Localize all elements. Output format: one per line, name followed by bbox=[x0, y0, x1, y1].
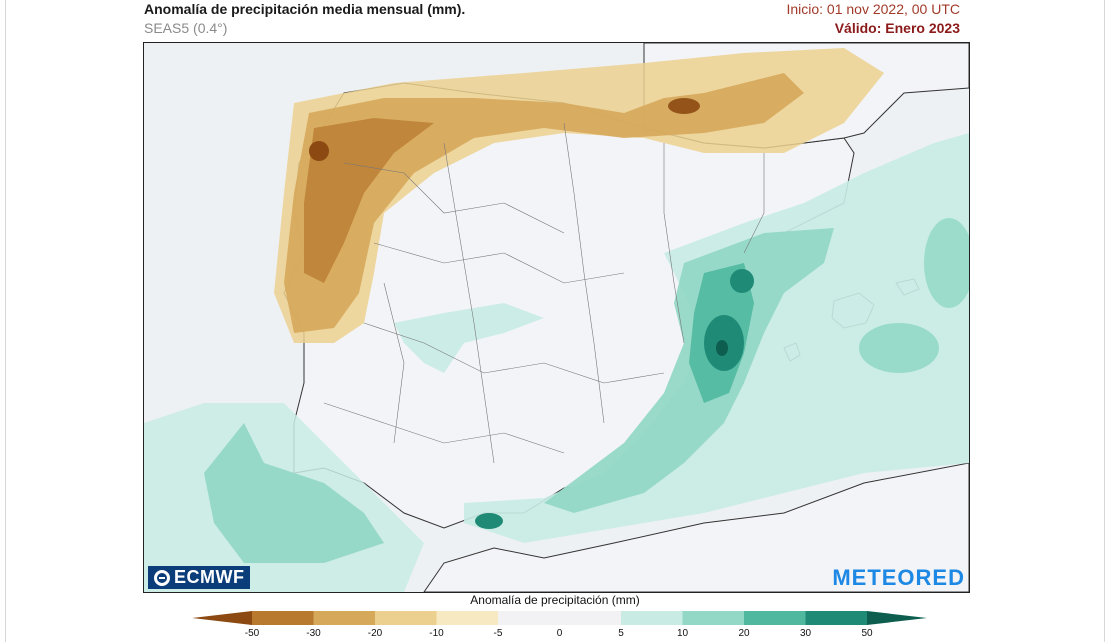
colorbar-tick-label: -50 bbox=[244, 628, 260, 639]
colorbar-cell bbox=[436, 611, 499, 625]
run-start-date: Inicio: 01 nov 2022, 00 UTC bbox=[786, 1, 960, 17]
colorbar-cell bbox=[805, 611, 868, 625]
colorbar-cell bbox=[559, 611, 622, 625]
colorbar-tick-label: -10 bbox=[429, 628, 444, 639]
colorbar bbox=[192, 611, 927, 625]
frame-left-line bbox=[5, 0, 6, 642]
map-canvas bbox=[144, 43, 969, 592]
wet-anomaly-atlantic-strong bbox=[204, 423, 384, 563]
colorbar-tick-label: -20 bbox=[367, 628, 383, 639]
colorbar-tick-label: 50 bbox=[861, 628, 873, 639]
province-borders bbox=[323, 122, 765, 464]
colorbar-tick-labels: -50 -30 -20 -10 -5 0 5 10 20 30 50 bbox=[0, 628, 1110, 642]
colorbar-tick-label: -5 bbox=[493, 628, 503, 639]
colorbar-arrow-low bbox=[192, 611, 252, 625]
wet-anomaly-balearic-east bbox=[859, 323, 939, 373]
colorbar-tick-label: 5 bbox=[618, 628, 624, 639]
wet-anomaly-east-edge bbox=[924, 218, 969, 308]
precipitation-anomaly-map: ECMWF METEORED bbox=[143, 42, 970, 593]
wet-anomaly-alboran bbox=[475, 513, 503, 529]
dry-anomaly-max-pyrenees bbox=[668, 98, 700, 114]
colorbar-tick-label: 20 bbox=[738, 628, 750, 639]
colorbar-arrow-high bbox=[867, 611, 927, 625]
model-subtitle: SEAS5 (0.4°) bbox=[144, 20, 228, 36]
wet-anomaly-valencia-core bbox=[716, 340, 728, 356]
dry-anomaly-max-west bbox=[309, 141, 329, 161]
frame-right-line bbox=[1104, 0, 1105, 642]
colorbar-cell bbox=[252, 611, 314, 625]
ecmwf-logo-icon bbox=[154, 569, 170, 586]
wet-anomaly-coast-mid bbox=[544, 228, 834, 513]
colorbar-tick-label: -30 bbox=[306, 628, 321, 639]
ecmwf-logo-text: ECMWF bbox=[174, 567, 245, 587]
dry-anomaly-strong bbox=[304, 118, 434, 283]
meteored-logo: METEORED bbox=[832, 565, 965, 590]
ecmwf-logo: ECMWF bbox=[148, 566, 251, 589]
colorbar-tick-label: 30 bbox=[799, 628, 812, 639]
wet-anomaly-interior bbox=[394, 303, 544, 373]
colorbar-cell bbox=[621, 611, 683, 625]
colorbar-cell bbox=[375, 611, 437, 625]
colorbar-tick-label: 0 bbox=[556, 628, 563, 639]
colorbar-cell bbox=[682, 611, 745, 625]
wet-anomaly-castellon bbox=[730, 269, 754, 293]
map-title: Anomalía de precipitación media mensual … bbox=[144, 1, 466, 17]
north-africa-land bbox=[423, 462, 969, 592]
colorbar-tick-label: 10 bbox=[676, 628, 689, 639]
colorbar-title: Anomalía de precipitación (mm) bbox=[470, 593, 640, 607]
colorbar-cell bbox=[498, 611, 560, 625]
valid-period: Válido: Enero 2023 bbox=[834, 20, 960, 36]
colorbar-cell bbox=[744, 611, 806, 625]
colorbar-cell bbox=[313, 611, 376, 625]
